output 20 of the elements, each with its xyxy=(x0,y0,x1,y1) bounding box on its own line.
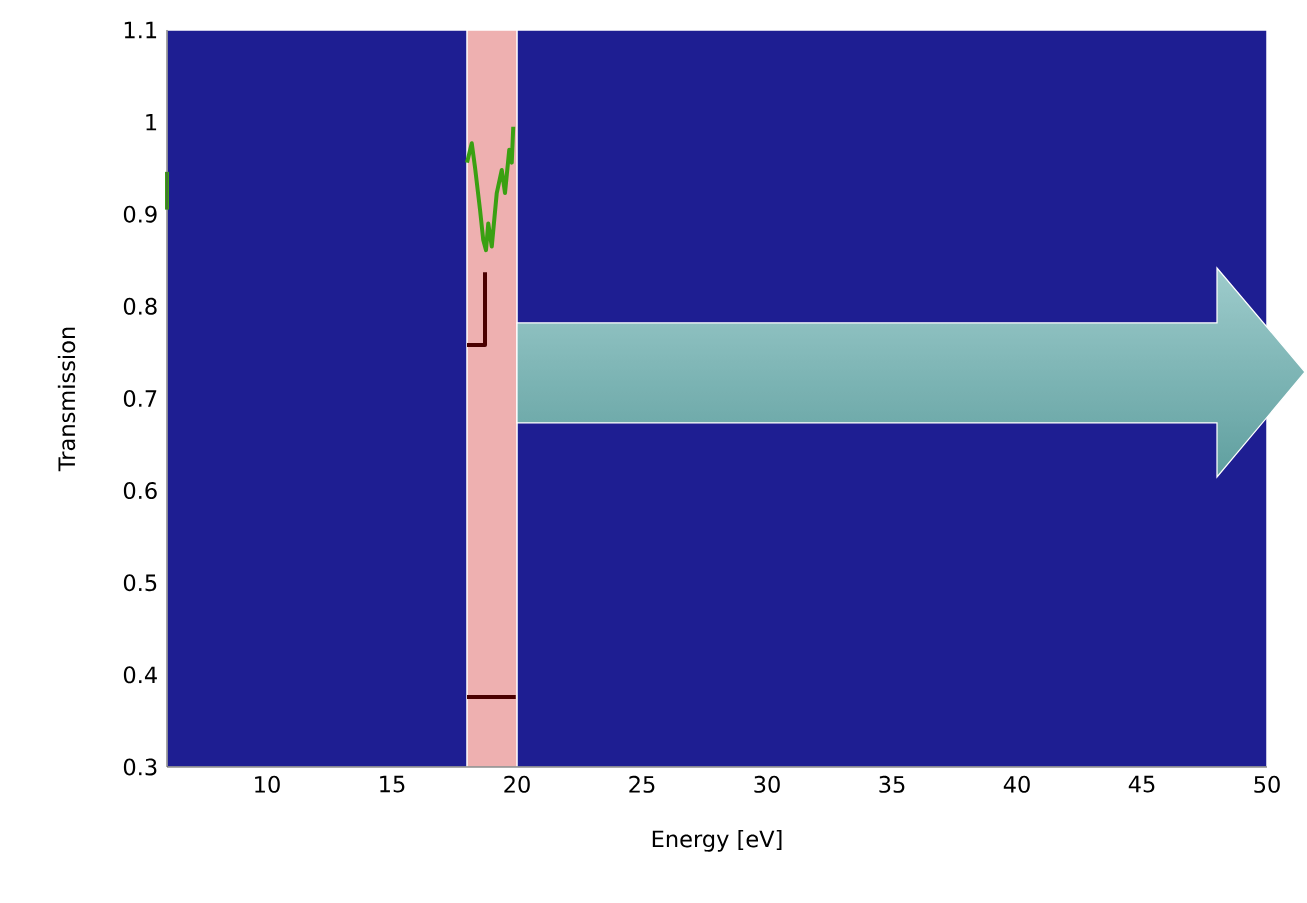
x-tick-label: 45 xyxy=(1128,775,1155,793)
x-tick-label: 30 xyxy=(754,775,780,793)
y-tick-label: 0.3 xyxy=(123,758,157,776)
y-tick-label: 0.9 xyxy=(123,205,157,223)
y-tick-label: 0.6 xyxy=(123,482,157,500)
x-tick-label: 50 xyxy=(1254,775,1280,793)
x-tick-label: 20 xyxy=(504,775,530,793)
x-tick-label: 15 xyxy=(380,775,405,793)
x-tick-label: 40 xyxy=(1003,775,1030,793)
x-tick-label: 10 xyxy=(255,775,280,793)
x-axis-title: Energy [eV] xyxy=(652,830,782,852)
y-tick-label: 1 xyxy=(146,113,157,131)
x-tick-label: 35 xyxy=(879,775,905,793)
y-tick-label: 0.5 xyxy=(123,574,157,592)
y-tick-label: 1.1 xyxy=(124,21,157,39)
y-tick-label: 0.8 xyxy=(123,297,157,315)
y-axis-title: Transmission xyxy=(57,327,76,472)
y-tick-label: 0.7 xyxy=(123,389,157,407)
x-tick-label: 25 xyxy=(629,775,655,793)
y-tick-label: 0.4 xyxy=(123,666,157,684)
